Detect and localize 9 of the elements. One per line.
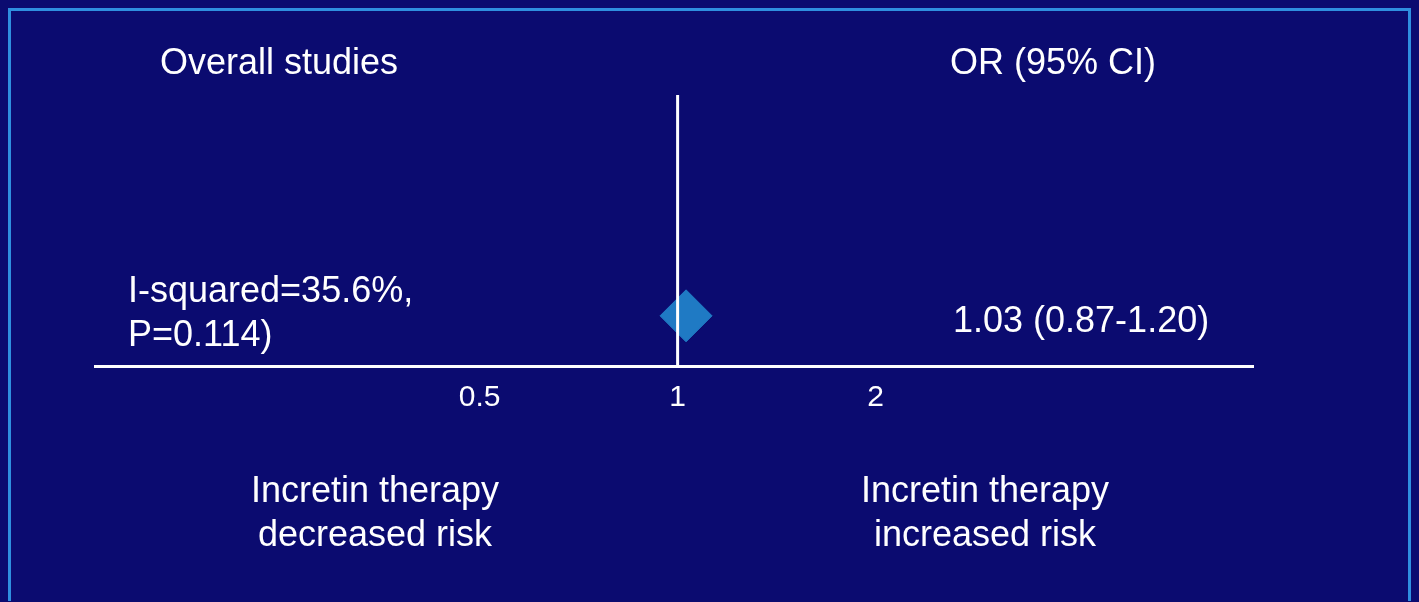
- x-tick-label: 2: [867, 379, 884, 413]
- annotation: I-squared=35.6%, P=0.114): [128, 268, 415, 356]
- text: OR (95% CI): [950, 40, 1158, 84]
- annotation: 1.03 (0.87-1.20): [953, 298, 1211, 342]
- text: Incretin therapy decreased risk: [249, 468, 501, 556]
- x-tick-label: 1: [669, 379, 686, 413]
- text: Incretin therapy increased risk: [859, 468, 1111, 556]
- x-tick-label: 0.5: [458, 379, 501, 413]
- text: Overall studies: [160, 40, 400, 84]
